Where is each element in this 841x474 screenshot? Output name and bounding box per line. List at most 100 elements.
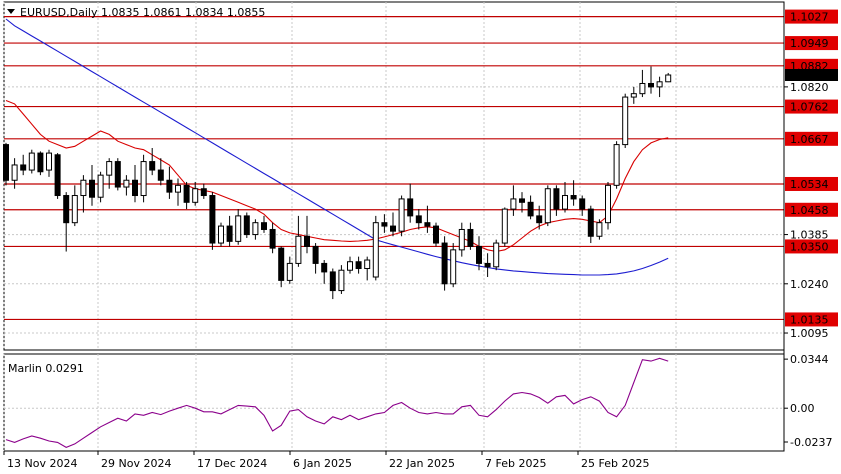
candle[interactable] — [226, 225, 233, 242]
candle[interactable] — [37, 152, 44, 173]
candle[interactable] — [269, 228, 276, 249]
candle[interactable] — [536, 215, 543, 224]
candle[interactable] — [493, 242, 500, 268]
candle[interactable] — [596, 222, 603, 237]
candle[interactable] — [510, 198, 517, 210]
candle[interactable] — [390, 225, 396, 232]
candle[interactable] — [587, 208, 594, 237]
candle[interactable] — [192, 188, 199, 203]
candle[interactable] — [218, 225, 224, 244]
candle[interactable] — [355, 261, 362, 270]
candle[interactable] — [665, 74, 672, 83]
candle[interactable] — [605, 184, 611, 224]
price-tick-label: 1.0095 — [790, 327, 829, 340]
candle[interactable] — [243, 215, 250, 236]
candle[interactable] — [381, 222, 388, 227]
candle[interactable] — [321, 262, 328, 273]
candle[interactable] — [415, 215, 422, 224]
candle[interactable] — [252, 222, 259, 236]
candle[interactable] — [570, 195, 577, 200]
candle[interactable] — [613, 144, 620, 186]
candle[interactable] — [347, 261, 353, 271]
candle[interactable] — [97, 174, 104, 198]
candle[interactable] — [140, 161, 147, 197]
candle[interactable] — [441, 242, 448, 285]
level-tag[interactable] — [785, 202, 838, 217]
level-tag[interactable] — [785, 131, 838, 146]
candle[interactable] — [3, 144, 9, 181]
candle[interactable] — [338, 269, 345, 292]
candle[interactable] — [312, 245, 319, 264]
candle[interactable] — [484, 262, 491, 268]
candle[interactable] — [476, 245, 482, 264]
level-tag[interactable] — [785, 9, 838, 24]
price-pane[interactable] — [3, 1, 785, 351]
candle[interactable] — [28, 152, 35, 171]
candle[interactable] — [579, 198, 586, 210]
candle[interactable] — [80, 179, 87, 197]
candle[interactable] — [562, 195, 568, 210]
candle[interactable] — [433, 225, 439, 244]
candle[interactable] — [157, 169, 164, 181]
candle[interactable] — [63, 195, 70, 224]
candle[interactable] — [106, 161, 113, 176]
candle[interactable] — [11, 164, 18, 181]
candle[interactable] — [123, 179, 130, 188]
candle[interactable] — [200, 188, 207, 197]
candle[interactable] — [209, 195, 216, 244]
level-tag[interactable] — [785, 176, 838, 191]
candle[interactable] — [501, 208, 508, 244]
candle[interactable] — [458, 228, 465, 251]
candle[interactable] — [175, 184, 181, 193]
candle[interactable] — [304, 235, 310, 247]
indicator-label: Marlin 0.0291 — [8, 362, 84, 375]
candle[interactable] — [149, 161, 156, 171]
candle[interactable] — [527, 201, 534, 217]
candle[interactable] — [132, 179, 138, 197]
candle[interactable] — [544, 188, 551, 224]
level-tag[interactable] — [785, 36, 838, 51]
candle[interactable] — [372, 222, 379, 278]
candle[interactable] — [519, 198, 525, 203]
candle[interactable] — [286, 262, 293, 281]
candle[interactable] — [71, 195, 78, 224]
candle[interactable] — [295, 235, 302, 264]
marlin-line — [5, 357, 669, 449]
candle[interactable] — [398, 198, 405, 232]
candle[interactable] — [46, 152, 52, 171]
level-tag-label: 1.0458 — [790, 204, 829, 217]
candle[interactable] — [424, 222, 431, 227]
candle[interactable] — [261, 222, 267, 230]
candle[interactable] — [166, 179, 173, 193]
candle[interactable] — [89, 179, 95, 198]
candle[interactable] — [364, 259, 371, 270]
level-tag[interactable] — [785, 312, 838, 327]
candle[interactable] — [622, 96, 629, 146]
level-tag[interactable] — [785, 239, 838, 254]
candle[interactable] — [278, 247, 285, 281]
candle[interactable] — [656, 81, 663, 88]
indicator-pane[interactable] — [3, 353, 785, 452]
indicator-tick-label: 0.00 — [790, 402, 815, 415]
date-tick-label: 22 Jan 2025 — [389, 457, 455, 470]
candle[interactable] — [329, 271, 336, 292]
candle[interactable] — [467, 228, 474, 247]
candle[interactable] — [450, 249, 457, 285]
candle[interactable] — [553, 188, 560, 210]
date-tick-label: 25 Feb 2025 — [581, 457, 649, 470]
candle[interactable] — [630, 93, 637, 98]
current-price-label: 1.0855 — [790, 69, 829, 82]
candle[interactable] — [235, 215, 242, 242]
indicator-tick-label: 0.0344 — [790, 353, 829, 366]
candle[interactable] — [639, 82, 646, 95]
candle[interactable] — [114, 161, 121, 188]
candle[interactable] — [407, 198, 414, 217]
price-tick-label: 1.0385 — [790, 229, 829, 242]
candle[interactable] — [183, 184, 190, 203]
chevron-down-icon[interactable] — [7, 9, 15, 14]
candle[interactable] — [20, 164, 27, 171]
level-tag[interactable] — [785, 99, 838, 114]
candle[interactable] — [54, 154, 61, 197]
candle[interactable] — [648, 82, 654, 88]
